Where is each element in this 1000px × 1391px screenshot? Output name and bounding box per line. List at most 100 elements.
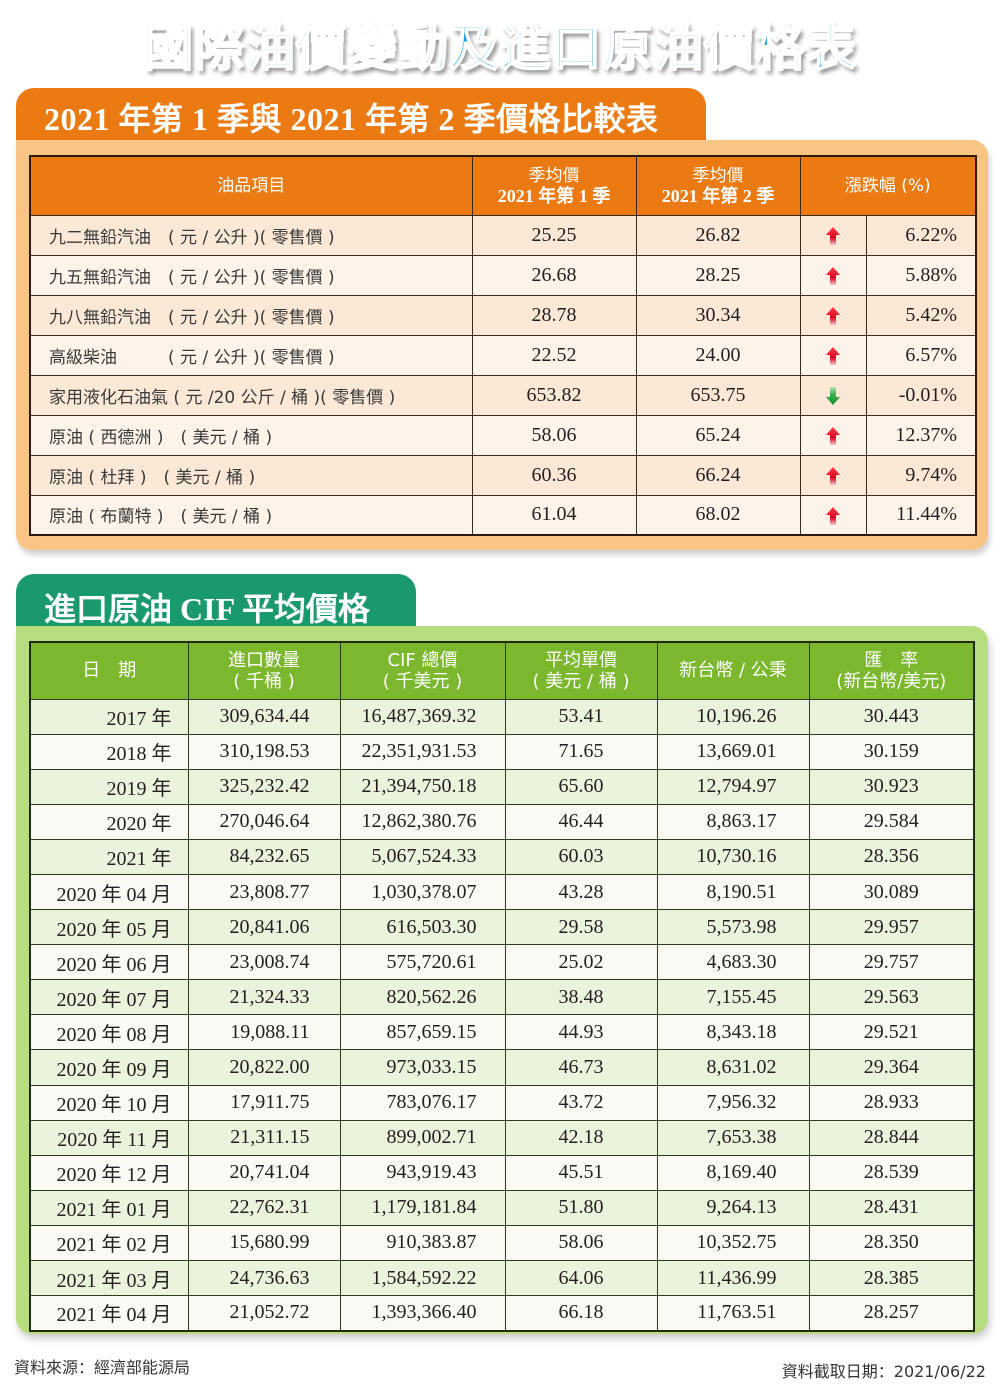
header-q1-line1: 季均價 [528,165,580,186]
import-quantity: 84,232.65 [187,838,341,875]
avg-unit-price: 46.44 [504,803,658,840]
header-q2-line1: 季均價 [692,165,744,186]
main-title: 國際油價變動及進口原油價格表 [142,18,857,78]
q2-price: 65.24 [635,414,801,456]
exchange-rate: 29.957 [808,909,975,946]
table-row: 2018 年 310,198.53 22,351,931.53 71.65 13,669… [29,733,975,770]
avg-unit-price: 45.51 [504,1154,658,1191]
table-row: 2020 年 12 月 20,741.04 943,919.43 45.51 8,169… [29,1154,975,1191]
period: 2021 年 04 月 [29,1295,189,1332]
header-cif-line2: ( 千美元 ) [382,670,463,692]
table-row: 2020 年 270,046.64 12,862,380.76 46.44 8,863.… [29,803,975,840]
avg-unit-price: 60.03 [504,838,658,875]
header-item: 油品項目 [29,155,473,216]
table-row: 九二無鉛汽油 ( 元 / 公升 )( 零售價 ) 25.25 26.82 6.22% [29,214,977,256]
avg-unit-price: 38.48 [504,979,658,1016]
cif-total: 943,919.43 [339,1154,506,1191]
avg-unit-price: 43.72 [504,1084,658,1121]
arrow-up-icon [799,414,867,456]
period: 2018 年 [29,733,189,770]
period: 2021 年 02 月 [29,1224,189,1262]
cif-total: 910,383.87 [339,1224,506,1262]
change-percent: 9.74% [865,454,977,496]
import-quantity: 325,232.42 [187,768,341,805]
header-q2: 季均價 2021 年第 2 季 [635,155,801,216]
period: 2021 年 [29,838,189,875]
exchange-rate: 28.844 [808,1119,975,1156]
exchange-rate: 28.257 [808,1295,975,1332]
cif-total: 899,002.71 [339,1119,506,1156]
q2-price: 68.02 [635,494,801,536]
period: 2020 年 07 月 [29,979,189,1016]
table-row: 2020 年 08 月 19,088.11 857,659.15 44.93 8,343… [29,1014,975,1051]
change-percent: 5.42% [865,294,977,336]
change-percent: 6.22% [865,214,977,256]
table-row: 2020 年 09 月 20,822.00 973,033.15 46.73 8,631… [29,1049,975,1086]
cif-total: 22,351,931.53 [339,733,506,770]
q1-price: 653.82 [471,374,637,416]
price-comparison-table: 油品項目 季均價 2021 年第 1 季 季均價 2021 年第 2 季 漲跌幅… [29,155,978,536]
oil-item: 原油 ( 杜拜 ) ( 美元 / 桶 ) [29,454,473,496]
avg-unit-price: 71.65 [504,733,658,770]
table-row: 九八無鉛汽油 ( 元 / 公升 )( 零售價 ) 28.78 30.34 5.42% [29,294,977,336]
change-percent: 11.44% [865,494,977,536]
period: 2020 年 12 月 [29,1154,189,1191]
avg-unit-price: 65.60 [504,768,658,805]
cif-total: 820,562.26 [339,979,506,1016]
period: 2020 年 11 月 [29,1119,189,1156]
cif-total: 1,584,592.22 [339,1259,506,1297]
table-row: 原油 ( 西德洲 ) ( 美元 / 桶 ) 58.06 65.24 12.37% [29,414,977,456]
ntd-per-kl: 11,763.51 [656,1295,810,1332]
table-header-row: 日 期 進口數量 ( 千桶 ) CIF 總價 ( 千美元 ) 平均單價 ( 美元… [29,641,975,700]
table-row: 原油 ( 布蘭特 ) ( 美元 / 桶 ) 61.04 68.02 11.44% [29,494,977,536]
section2-heading: 進口原油 CIF 平均價格 [44,591,370,627]
q2-price: 26.82 [635,214,801,256]
exchange-rate: 30.923 [808,768,975,805]
table-row: 2020 年 11 月 21,311.15 899,002.71 42.18 7,653… [29,1119,975,1156]
period: 2020 年 04 月 [29,873,189,911]
arrow-up-icon [799,334,867,376]
cif-total: 575,720.61 [339,944,506,981]
arrow-up-icon [799,494,867,536]
oil-item: 原油 ( 布蘭特 ) ( 美元 / 桶 ) [29,494,473,536]
cif-total: 973,033.15 [339,1049,506,1086]
ntd-per-kl: 8,169.40 [656,1154,810,1191]
q2-price: 28.25 [635,254,801,296]
avg-unit-price: 46.73 [504,1049,658,1086]
exchange-rate: 28.356 [808,838,975,875]
table-row: 2021 年 03 月 24,736.63 1,584,592.22 64.06 11,… [29,1259,975,1297]
import-quantity: 270,046.64 [187,803,341,840]
arrow-up-icon [799,294,867,336]
import-quantity: 19,088.11 [187,1014,341,1051]
exchange-rate: 28.431 [808,1189,975,1226]
exchange-rate: 29.757 [808,944,975,981]
oil-item: 九五無鉛汽油 ( 元 / 公升 )( 零售價 ) [29,254,473,296]
ntd-per-kl: 7,653.38 [656,1119,810,1156]
exchange-rate: 30.159 [808,733,975,770]
section1-tab: 2021 年第 1 季與 2021 年第 2 季價格比較表 [16,88,706,148]
import-quantity: 24,736.63 [187,1259,341,1297]
q1-price: 28.78 [471,294,637,336]
q1-price: 25.25 [471,214,637,256]
header-ntd: 新台幣 / 公秉 [656,641,810,700]
change-percent: 12.37% [865,414,977,456]
ntd-per-kl: 8,343.18 [656,1014,810,1051]
table-row: 原油 ( 杜拜 ) ( 美元 / 桶 ) 60.36 66.24 9.74% [29,454,977,496]
ntd-per-kl: 8,863.17 [656,803,810,840]
cif-total: 616,503.30 [339,909,506,946]
header-change: 漲跌幅 (%) [799,155,977,216]
exchange-rate: 30.443 [808,698,975,735]
import-quantity: 23,808.77 [187,873,341,911]
import-quantity: 309,634.44 [187,698,341,735]
table-row: 家用液化石油氣 ( 元 /20 公斤 / 桶 )( 零售價 ) 653.82 653… [29,374,977,416]
period: 2021 年 03 月 [29,1259,189,1297]
header-q1: 季均價 2021 年第 1 季 [471,155,637,216]
period: 2020 年 05 月 [29,909,189,946]
ntd-per-kl: 10,196.26 [656,698,810,735]
period: 2019 年 [29,768,189,805]
cif-total: 1,030,378.07 [339,873,506,911]
cif-total: 1,179,181.84 [339,1189,506,1226]
ntd-per-kl: 9,264.13 [656,1189,810,1226]
ntd-per-kl: 11,436.99 [656,1259,810,1297]
table-row: 2020 年 07 月 21,324.33 820,562.26 38.48 7,155… [29,979,975,1016]
